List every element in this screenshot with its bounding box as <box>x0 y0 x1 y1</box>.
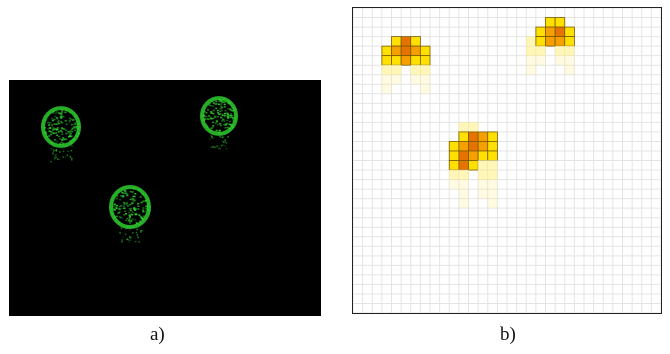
caption-a: a) <box>150 324 165 345</box>
heatmap-cell <box>545 26 556 37</box>
heatmap-cell <box>477 141 489 152</box>
heatmap-cell <box>458 169 469 180</box>
heatmap-cell <box>554 26 566 37</box>
heatmap-cell <box>381 55 392 66</box>
hotspot-top-right <box>526 17 575 75</box>
heatmap-cell <box>526 64 537 75</box>
heatmap-cell <box>419 55 431 66</box>
heatmap-cell <box>564 64 575 75</box>
heatmap-cell <box>477 150 489 161</box>
hotspot-center <box>448 122 498 209</box>
heatmap-cell <box>458 141 469 152</box>
heatmap-cell <box>391 74 402 85</box>
heatmap-cell <box>564 45 575 56</box>
heatmap-cell <box>477 160 489 171</box>
heatmap-cell <box>554 45 566 56</box>
heatmap-cell <box>458 150 469 161</box>
heatmap-cell <box>419 45 431 57</box>
heatmap-cell <box>400 55 412 66</box>
heatmap-cell <box>420 84 431 95</box>
heatmap-cell <box>554 17 566 28</box>
heatmap-cell <box>468 122 479 133</box>
heatmap-grid-lines <box>353 8 661 313</box>
heatmap-cell <box>487 160 498 171</box>
heatmap-cell <box>487 169 498 180</box>
heatmap-cell <box>458 198 469 209</box>
heatmap-cell <box>477 169 489 180</box>
heatmap-cell <box>410 55 421 66</box>
heatmap-cell <box>458 179 469 190</box>
heatmap-cell <box>535 55 546 66</box>
heatmap-cell <box>410 45 421 57</box>
heatmap-cell <box>468 131 479 142</box>
heatmap-cell <box>554 55 566 66</box>
heatmap-cell <box>449 169 460 180</box>
heatmap-cell <box>468 160 479 171</box>
heatmap-cell <box>477 179 489 190</box>
heatmap-cell <box>381 45 392 57</box>
heatmap-cell <box>545 36 556 47</box>
heatmap-cell <box>564 55 575 66</box>
heatmap-cell <box>420 64 431 75</box>
heatmap-cell <box>487 141 498 152</box>
heatmap-cell <box>410 74 421 85</box>
heatmap-cell <box>449 179 460 190</box>
heatmap-cell <box>381 74 392 85</box>
heatmap-cell <box>487 150 498 161</box>
heatmap-cell <box>487 179 498 190</box>
heatmap-cell <box>448 141 460 152</box>
heatmap-cell <box>391 36 402 47</box>
green-blob-top-right-head <box>200 96 238 150</box>
heatmap-cell <box>391 64 402 75</box>
heatmap-cell <box>535 36 546 47</box>
heatmap-cell <box>487 131 498 142</box>
heatmap-cell <box>391 45 402 57</box>
heatmap-cell <box>564 26 575 37</box>
green-blob-top-left-head <box>41 106 81 163</box>
heatmap-cell <box>477 188 489 199</box>
heatmap-cell <box>554 36 566 47</box>
heatmap-cell <box>526 55 537 66</box>
heatmap-cell <box>458 188 469 199</box>
panel-a-canvas <box>41 96 238 243</box>
heatmap-cell <box>487 198 498 209</box>
heatmap-cell <box>477 131 489 142</box>
panel-b-canvas <box>353 8 661 313</box>
heatmap-cell <box>526 45 537 56</box>
heatmap-cell <box>400 36 412 47</box>
heatmap-cell <box>410 36 421 47</box>
heatmap-cell <box>381 64 392 75</box>
heatmap-cell <box>564 36 575 47</box>
heatmap-cell <box>487 188 498 199</box>
heatmap-cell <box>468 141 479 152</box>
heatmap-cell <box>458 160 469 171</box>
heatmap-cell <box>448 150 460 161</box>
hotspot-top-left <box>381 36 431 95</box>
heatmap-cell <box>448 160 460 171</box>
heatmap-cell <box>381 84 392 95</box>
panel-b-heatmap <box>352 7 662 314</box>
heatmap-cell <box>545 17 556 28</box>
panel-a-green-heads-image <box>9 80 321 316</box>
caption-b: b) <box>500 324 516 345</box>
heatmap-cell <box>535 26 546 37</box>
heatmap-cell <box>535 45 546 56</box>
heatmap-cell <box>420 74 431 85</box>
heatmap-cell <box>400 45 412 57</box>
heatmap-cell <box>458 131 469 142</box>
heatmap-cell <box>468 150 479 161</box>
heatmap-cell <box>391 55 402 66</box>
green-blob-center-head <box>109 185 151 243</box>
heatmap-cell <box>410 64 421 75</box>
heatmap-cell <box>526 36 537 47</box>
heatmap-cell <box>458 122 469 133</box>
